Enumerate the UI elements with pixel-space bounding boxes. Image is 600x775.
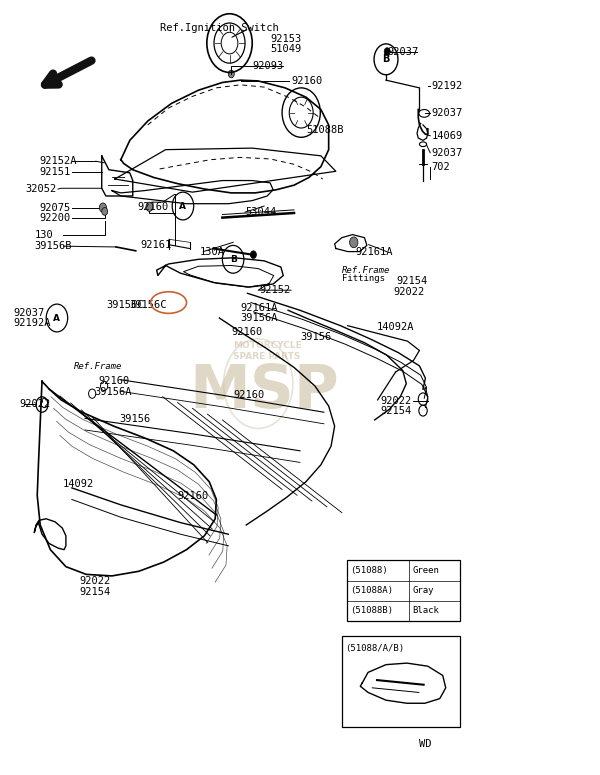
Text: 92154: 92154 [380,406,412,416]
Text: 51088B: 51088B [306,125,343,135]
Text: A: A [179,202,187,211]
Circle shape [250,251,256,259]
Text: 92153: 92153 [270,34,301,44]
Text: 39156C: 39156C [106,300,143,310]
Text: 92192A: 92192A [13,319,51,329]
Text: 92037: 92037 [13,308,44,318]
Text: B: B [230,255,236,264]
Text: Gray: Gray [413,586,434,595]
Text: 92160: 92160 [98,377,130,386]
Text: 39156B: 39156B [34,241,72,251]
Text: 92154: 92154 [79,587,110,598]
Text: Ref.Frame: Ref.Frame [74,362,122,371]
Text: 92037: 92037 [387,46,418,57]
Text: 92093: 92093 [252,61,283,71]
Text: 92160: 92160 [291,76,322,86]
Text: 702: 702 [431,162,450,171]
Text: Green: Green [413,566,439,575]
Text: 14092: 14092 [62,479,94,489]
Text: SPARE PARTS: SPARE PARTS [233,352,301,361]
Text: 92037: 92037 [431,109,463,119]
Circle shape [146,202,153,212]
Text: 92022: 92022 [394,287,425,297]
Text: (51088/A/B): (51088/A/B) [346,644,404,653]
Text: Black: Black [413,606,439,615]
Text: 92160: 92160 [233,391,265,400]
Text: A: A [53,314,61,322]
Text: (51088B): (51088B) [350,606,393,615]
Text: 92192: 92192 [431,81,463,91]
Text: Ref.Ignition Switch: Ref.Ignition Switch [160,23,278,33]
Circle shape [350,237,358,248]
Text: 92154: 92154 [397,276,428,286]
Text: 39156: 39156 [300,332,331,343]
Text: 92160: 92160 [178,491,209,501]
Text: Ref.Frame: Ref.Frame [342,266,390,274]
Text: 92160: 92160 [232,327,263,337]
Text: 14092A: 14092A [376,322,414,332]
Text: 39156A: 39156A [94,388,131,397]
Text: (51088): (51088) [350,566,388,575]
Text: 14069: 14069 [431,131,463,141]
Text: MOTORCYCLE: MOTORCYCLE [233,340,302,350]
Text: (51088A): (51088A) [350,586,393,595]
Text: MSP: MSP [189,362,339,421]
Circle shape [229,70,235,78]
Text: 51049: 51049 [270,44,301,54]
Text: 92152: 92152 [259,285,290,295]
Text: 130: 130 [34,230,53,240]
Text: 92200: 92200 [39,213,70,223]
Text: 92022: 92022 [79,577,110,587]
Text: WD: WD [419,739,432,749]
Text: 92151: 92151 [39,167,70,177]
Text: 39156C: 39156C [130,300,167,310]
Text: B: B [382,54,389,64]
Text: 92161: 92161 [140,239,171,250]
Text: 92075: 92075 [39,202,70,212]
Circle shape [384,48,390,56]
Text: 92161A: 92161A [240,303,278,313]
Text: 39156: 39156 [119,414,151,424]
Text: 92152A: 92152A [39,157,77,167]
Circle shape [100,203,107,212]
Circle shape [102,208,107,215]
Text: 130A: 130A [200,247,224,257]
Text: 53044: 53044 [245,207,277,217]
Text: 92160: 92160 [137,202,169,212]
Text: 39156A: 39156A [240,313,278,323]
Bar [347,560,460,621]
Bar [342,636,460,727]
Text: 92037: 92037 [431,148,463,158]
Text: Fittings: Fittings [342,274,385,283]
Text: 92022: 92022 [380,395,412,405]
Text: 92161A: 92161A [355,246,392,257]
Text: 92022: 92022 [19,399,50,409]
Text: 32052: 32052 [25,184,56,194]
